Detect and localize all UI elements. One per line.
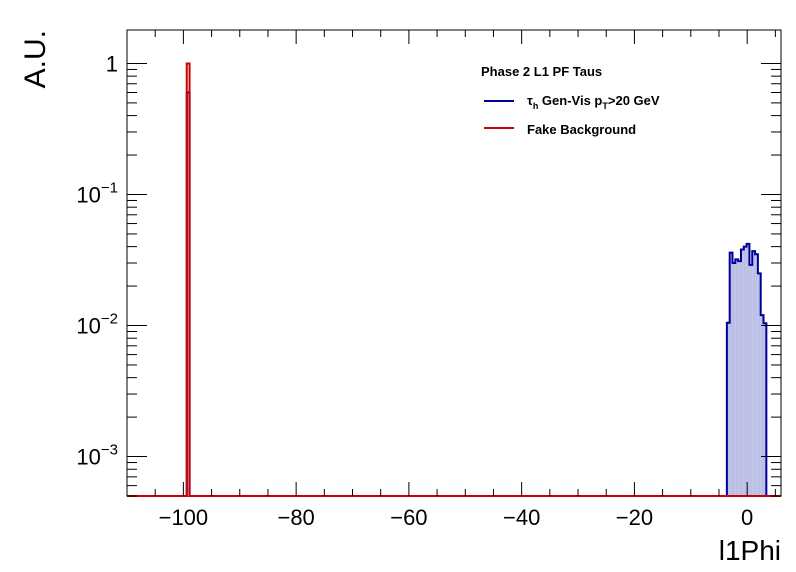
y-axis-ticks <box>127 62 781 497</box>
x-axis-label: l1Phi <box>719 535 781 566</box>
histogram-bin-fill <box>757 273 761 496</box>
x-tick-label: −40 <box>503 505 540 530</box>
histogram-bin-fill <box>743 246 747 496</box>
legend-entry-signal: τh Gen-Vis pT>20 GeV <box>527 93 660 111</box>
histogram-bin-fill <box>760 315 764 496</box>
x-tick-label: −60 <box>390 505 427 530</box>
legend-title: Phase 2 L1 PF Taus <box>481 64 602 79</box>
y-tick-label: 10−1 <box>76 179 118 207</box>
x-axis-tick-labels: −100 −80 −60 −40 −20 0 <box>159 505 754 530</box>
histogram-bin-fill <box>738 261 741 496</box>
y-tick-label: 10−3 <box>76 442 118 470</box>
x-tick-label: −80 <box>277 505 314 530</box>
histogram-bin-fill <box>755 254 758 496</box>
x-axis-ticks <box>126 30 776 496</box>
y-axis-label: A.U. <box>19 30 52 88</box>
y-tick-label: 10−2 <box>76 311 118 339</box>
x-tick-label: −20 <box>616 505 653 530</box>
histogram-bin-fill <box>740 249 744 496</box>
histogram-bin-fill <box>763 323 767 496</box>
histogram-bin-fill <box>746 243 750 496</box>
histogram-bin-fill <box>752 251 756 496</box>
y-axis-tick-labels: 1 10−1 10−2 10−3 <box>76 51 118 469</box>
histogram-outline-fake <box>127 62 781 497</box>
series-outlines <box>127 62 781 497</box>
histogram-bin-fill <box>729 252 733 496</box>
histogram-outline-signal <box>127 91 781 497</box>
x-tick-label: −100 <box>159 505 209 530</box>
legend: Phase 2 L1 PF Taus τh Gen-Vis pT>20 GeV … <box>481 64 660 137</box>
histogram-bin-fill <box>726 322 730 496</box>
x-tick-label: 0 <box>741 505 753 530</box>
histogram-bin-fill <box>732 263 736 496</box>
y-tick-label: 1 <box>106 51 118 76</box>
plot-frame <box>126 29 782 497</box>
histogram-bin-fill <box>749 264 753 496</box>
histogram-bin-fill <box>186 92 190 497</box>
histogram-bin-fill <box>735 259 739 496</box>
legend-entry-fake: Fake Background <box>527 122 636 137</box>
series-fills <box>186 92 767 497</box>
